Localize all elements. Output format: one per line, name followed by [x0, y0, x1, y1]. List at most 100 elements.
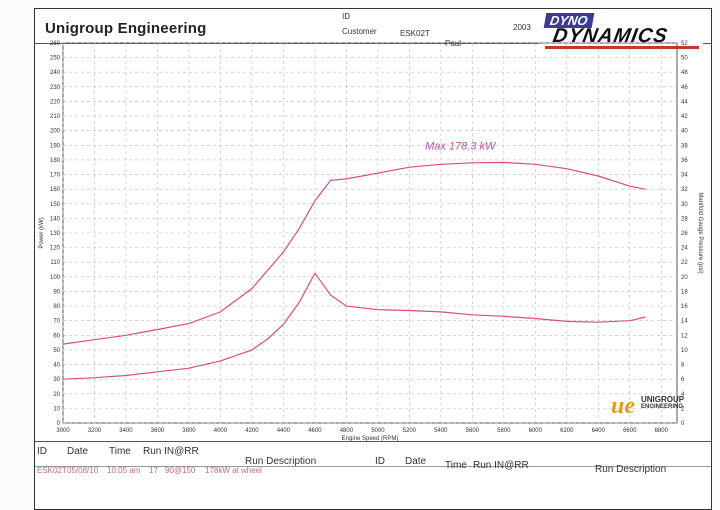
id-label: ID	[342, 12, 350, 21]
y-tick-label: 250	[50, 56, 61, 62]
x-tick-label: 3600	[151, 428, 165, 434]
x-tick-label: 4400	[277, 428, 291, 434]
x-tick-label: 5200	[403, 428, 417, 434]
x-tick-label: 3200	[88, 428, 102, 434]
max-power-annotation: Max 178.3 kW	[425, 141, 497, 153]
y-tick-label: 210	[50, 114, 61, 120]
run-table: ID Date Time Run IN@RR Run Description I…	[35, 441, 711, 510]
y-tick-label: 100	[50, 275, 61, 281]
power-curve	[62, 161, 646, 345]
run-table-divider	[35, 466, 711, 467]
y2-tick-label: 24	[681, 246, 688, 252]
x-tick-label: 5600	[466, 428, 480, 434]
y2-tick-label: 48	[681, 70, 688, 76]
logo-underline	[545, 46, 699, 49]
run-inrr: 90@150	[165, 466, 196, 475]
y2-tick-label: 42	[681, 114, 688, 120]
y-tick-label: 260	[50, 41, 61, 47]
y2-tick-label: 0	[681, 421, 685, 427]
y2-tick-label: 44	[681, 99, 688, 105]
y-tick-label: 120	[50, 246, 61, 252]
y-tick-label: 160	[50, 187, 61, 193]
x-tick-label: 6800	[655, 428, 669, 434]
x-tick-label: 4200	[245, 428, 259, 434]
y2-tick-label: 28	[681, 216, 688, 222]
x-tick-label: 4000	[214, 428, 228, 434]
stamp-mark: ue	[611, 393, 635, 419]
y-tick-label: 80	[53, 304, 60, 310]
col-time-left: Time	[109, 446, 131, 457]
run-id: ESK02T	[37, 466, 67, 475]
id-value: ESK02T	[400, 29, 430, 38]
y2-tick-label: 32	[681, 187, 688, 193]
x-tick-label: 5000	[371, 428, 385, 434]
y-tick-label: 230	[50, 85, 61, 91]
y-tick-label: 240	[50, 70, 61, 76]
y2-tick-label: 22	[681, 260, 688, 266]
x-tick-label: 3400	[119, 428, 133, 434]
x-tick-label: 6200	[560, 428, 574, 434]
y2-tick-label: 8	[681, 363, 685, 369]
x-axis-label: Engine Speed (RPM)	[342, 436, 399, 441]
x-tick-label: 3800	[182, 428, 196, 434]
x-tick-label: 6000	[529, 428, 543, 434]
boost-curve	[62, 272, 646, 380]
run-time: 10:05 am	[107, 466, 141, 475]
y2-tick-label: 16	[681, 304, 688, 310]
y2-tick-label: 14	[681, 319, 688, 325]
x-tick-label: 3000	[56, 428, 70, 434]
y-tick-label: 20	[53, 392, 60, 398]
col-id-left: ID	[37, 446, 47, 457]
y-tick-label: 70	[53, 319, 60, 325]
y2-tick-label: 10	[681, 348, 688, 354]
y-tick-label: 0	[57, 421, 61, 427]
y-tick-label: 200	[50, 129, 61, 135]
y-tick-label: 60	[53, 333, 60, 339]
x-tick-label: 6600	[623, 428, 637, 434]
y2-tick-label: 4	[681, 392, 685, 398]
run-date: 05/08/10	[67, 466, 99, 475]
page-number: 2003	[513, 23, 531, 32]
y2-axis-label: Manifold Gauge Pressure (psi)	[697, 192, 703, 273]
y2-tick-label: 52	[681, 41, 688, 47]
y-tick-label: 140	[50, 216, 61, 222]
y-tick-label: 110	[50, 260, 60, 266]
y2-tick-label: 6	[681, 377, 685, 383]
col-run-right: Run IN@RR	[473, 460, 529, 471]
y-tick-label: 90	[53, 289, 60, 295]
col-run-left: Run IN@RR	[143, 446, 199, 457]
stamp-line2: ENGINEERING	[641, 404, 684, 410]
y-tick-label: 220	[50, 99, 61, 105]
col-desc-left: Run Description	[245, 456, 317, 467]
y2-tick-label: 34	[681, 173, 688, 179]
y2-tick-label: 30	[681, 202, 688, 208]
y-axis-label: Power (kW)	[39, 217, 45, 248]
y2-tick-label: 18	[681, 289, 688, 295]
run-description: 178kW at wheel	[205, 466, 262, 475]
y-tick-label: 170	[50, 173, 61, 179]
x-tick-label: 4800	[340, 428, 354, 434]
customer-label: Customer	[342, 27, 377, 36]
y2-tick-label: 12	[681, 333, 688, 339]
y2-tick-label: 50	[681, 56, 688, 62]
y2-tick-label: 40	[681, 129, 688, 135]
y-tick-label: 130	[50, 231, 61, 237]
col-desc-right: Run Description	[595, 464, 667, 475]
y-tick-label: 150	[50, 202, 61, 208]
x-tick-label: 5800	[497, 428, 511, 434]
x-tick-label: 5400	[434, 428, 448, 434]
run-number: 17	[149, 466, 158, 475]
y2-tick-label: 36	[681, 158, 688, 164]
x-tick-label: 6400	[592, 428, 606, 434]
y-tick-label: 190	[50, 143, 61, 149]
col-date-right: Date	[405, 456, 427, 467]
col-id-right: ID	[375, 456, 385, 467]
company-name: Unigroup Engineering	[45, 20, 207, 37]
dyno-chart: 0102030405060708090100110120130140150160…	[39, 41, 703, 441]
y2-tick-label: 26	[681, 231, 688, 237]
y2-tick-label: 2	[681, 406, 685, 412]
unigroup-stamp: ue UNIGROUP ENGINEERING	[611, 391, 711, 427]
x-tick-label: 4600	[308, 428, 322, 434]
y2-tick-label: 20	[681, 275, 688, 281]
dyno-sheet: Unigroup Engineering ID ESK02T Customer …	[34, 8, 712, 510]
